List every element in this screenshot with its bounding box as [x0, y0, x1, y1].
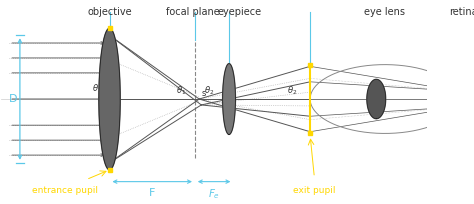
Text: $\theta_2$: $\theta_2$ — [204, 84, 215, 97]
Text: $F_e$: $F_e$ — [208, 187, 220, 201]
Text: D: D — [9, 94, 18, 104]
Text: exit pupil: exit pupil — [293, 186, 336, 195]
Text: eye lens: eye lens — [365, 7, 405, 17]
Text: s: s — [201, 89, 206, 98]
Text: $\theta_1$: $\theta_1$ — [92, 82, 103, 95]
Text: retina: retina — [449, 7, 474, 17]
Polygon shape — [367, 79, 386, 119]
Polygon shape — [223, 64, 236, 134]
Text: entrance pupil: entrance pupil — [32, 186, 98, 195]
Text: F: F — [149, 187, 155, 197]
Polygon shape — [99, 28, 120, 170]
Text: objective: objective — [87, 7, 132, 17]
Text: $\theta_2$: $\theta_2$ — [287, 84, 297, 97]
Text: focal plane: focal plane — [166, 7, 219, 17]
Text: $\theta_1$: $\theta_1$ — [176, 84, 186, 97]
Text: eyepiece: eyepiece — [218, 7, 262, 17]
Text: d: d — [473, 94, 474, 104]
